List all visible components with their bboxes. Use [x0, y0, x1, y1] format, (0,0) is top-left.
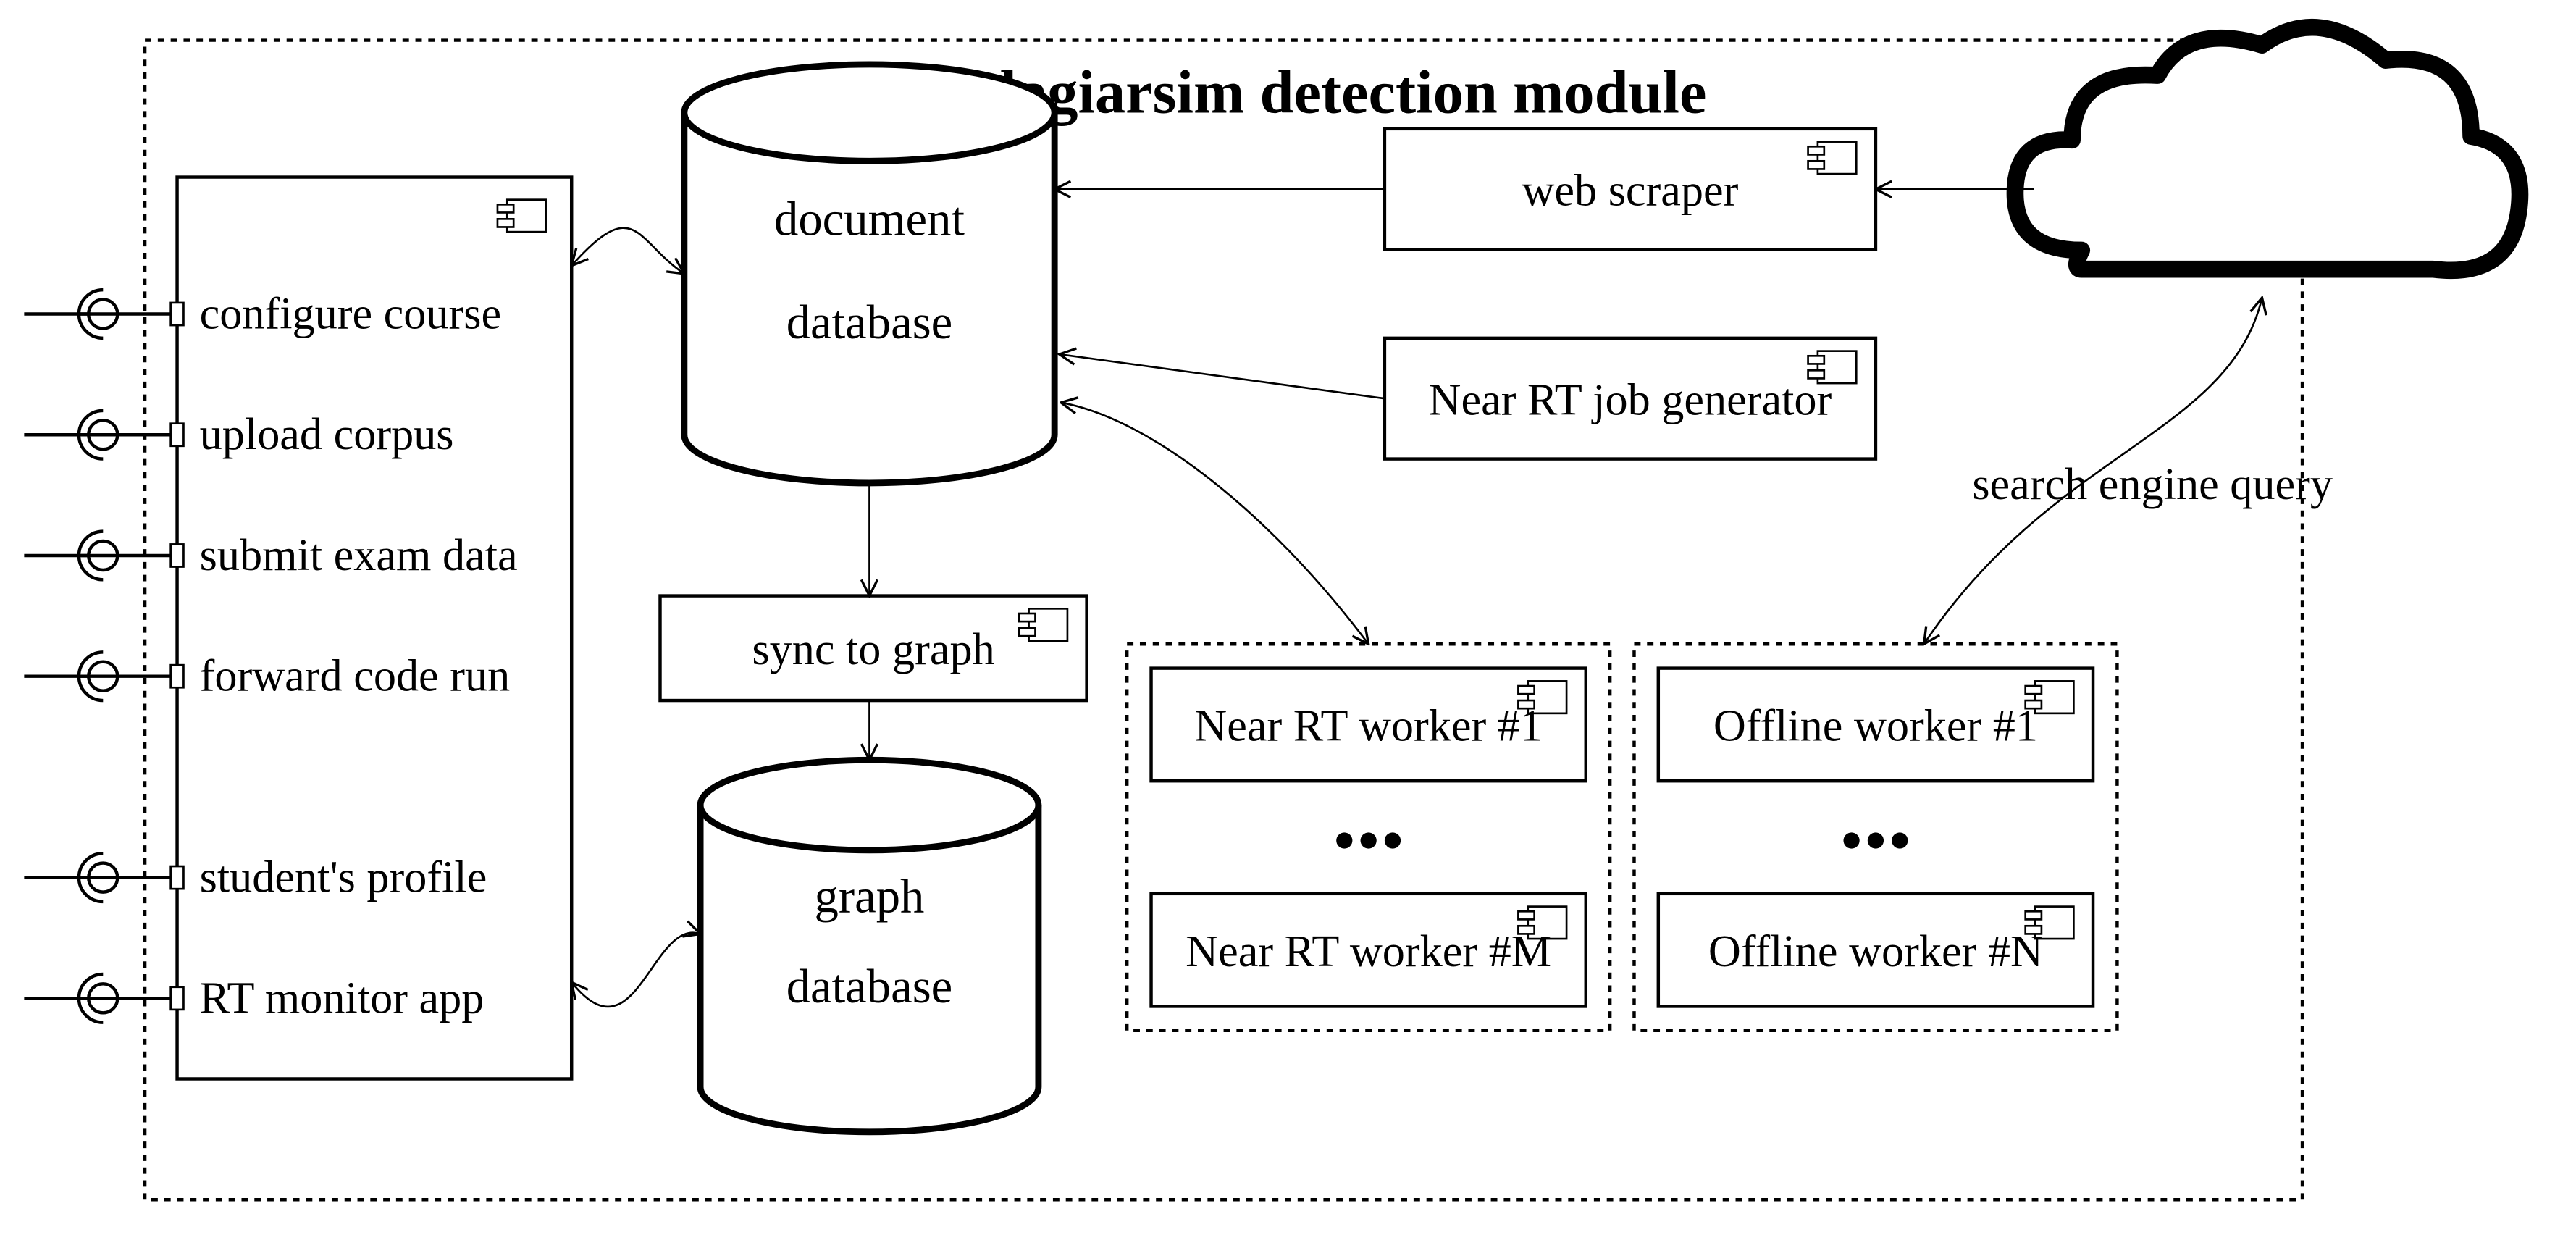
- component-icon: [498, 200, 546, 232]
- label: web scraper: [1522, 166, 1738, 215]
- label: Offline worker #1: [1713, 702, 2038, 751]
- label: Near RT worker #M: [1186, 927, 1551, 976]
- label: Near RT worker #1: [1194, 702, 1543, 751]
- database-cylinder: document database: [684, 64, 1054, 483]
- offline-workers-group: Offline worker #1 Offline worker #N: [1634, 644, 2117, 1031]
- label: Offline worker #N: [1708, 927, 2043, 976]
- label: student's profile: [200, 853, 487, 902]
- search-engine-query-label: search engine query: [1972, 460, 2333, 509]
- label: configure course: [200, 290, 501, 339]
- label: database: [786, 296, 953, 349]
- web-scraper: web scraper: [1385, 129, 1876, 250]
- label: graph: [815, 870, 925, 923]
- label: upload corpus: [200, 410, 454, 459]
- label: submit exam data: [200, 531, 518, 580]
- label: database: [786, 960, 953, 1013]
- label: document: [774, 193, 965, 246]
- interface-port: RT monitor app: [24, 973, 484, 1023]
- worker-box: Offline worker #N: [1658, 894, 2093, 1007]
- interface-port: submit exam data: [24, 531, 517, 580]
- cloud-icon: [2015, 28, 2520, 271]
- label: Near RT job generator: [1429, 375, 1832, 424]
- label: sync to graph: [752, 625, 994, 674]
- label: forward code run: [200, 652, 511, 701]
- label: RT monitor app: [200, 973, 484, 1023]
- interface-port: student's profile: [24, 853, 487, 902]
- database-cylinder: graph database: [700, 760, 1039, 1132]
- module-title: Plagiarsim detection module: [962, 59, 1707, 127]
- worker-box: Near RT worker #1: [1151, 669, 1586, 782]
- architecture-diagram: Plagiarsim detection module configure cou…: [0, 0, 2576, 1240]
- near-rt-job-generator: Near RT job generator: [1385, 338, 1876, 459]
- worker-box: Offline worker #1: [1658, 669, 2093, 782]
- component-icon: [1019, 608, 1067, 640]
- interface-port: configure course: [24, 290, 501, 339]
- interface-port: upload corpus: [24, 410, 453, 459]
- worker-box: Near RT worker #M: [1151, 894, 1586, 1007]
- interface-component: configure course upload corpus submit exam…: [24, 177, 571, 1079]
- component-icon: [1808, 142, 1857, 174]
- sync-to-graph: sync to graph: [660, 596, 1086, 701]
- near-rt-workers-group: Near RT worker #1 Near RT worker #M: [1127, 644, 1610, 1031]
- interface-port: forward code run: [24, 652, 510, 701]
